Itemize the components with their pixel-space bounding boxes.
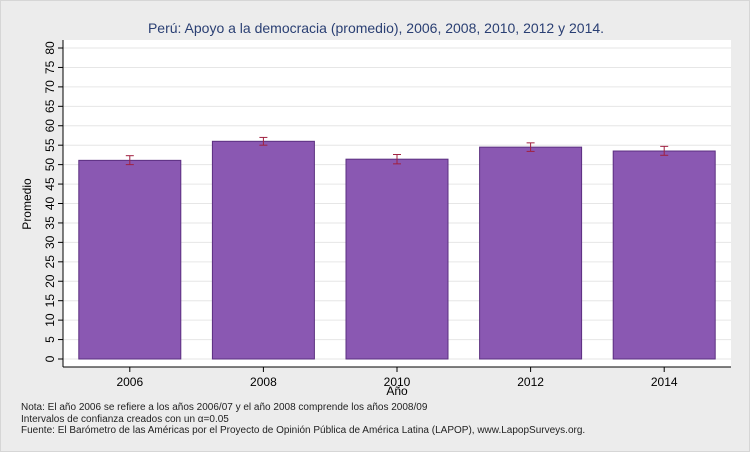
chart-notes: Nota: El año 2006 se refiere a los años … <box>21 402 585 437</box>
y-tick-label-35: 35 <box>43 216 57 230</box>
y-tick-label-80: 80 <box>43 41 57 55</box>
bar-2010 <box>345 158 449 360</box>
note-years: Nota: El año 2006 se refiere a los años … <box>21 402 428 413</box>
axes <box>58 40 731 372</box>
y-tick-label-40: 40 <box>43 197 57 211</box>
chart-title: Perú: Apoyo a la democracia (promedio), … <box>148 20 604 36</box>
y-tick-label-20: 20 <box>43 274 57 288</box>
bars <box>78 140 716 360</box>
error-bars <box>125 136 669 166</box>
note-confidence: Intervalos de confianza creados con un α… <box>21 413 229 425</box>
y-tick-label-10: 10 <box>43 313 57 327</box>
x-tick-label-2008: 2008 <box>250 375 277 389</box>
x-tick-label-2006: 2006 <box>116 375 143 389</box>
y-tick-labels: 0 5 10 15 20 25 30 35 40 45 50 55 60 65 70 75 80 <box>43 41 57 362</box>
x-tick-labels: 2006 2008 2010 2012 2014 <box>116 375 677 389</box>
y-tick-label-15: 15 <box>43 294 57 308</box>
note-source: Fuente: El Barómetro de las Américas por… <box>21 425 586 436</box>
y-tick-label-25: 25 <box>43 255 57 269</box>
bar-2014 <box>612 150 716 360</box>
y-axis-label: Promedio <box>20 178 34 230</box>
x-tick-label-2010: 2010 <box>384 375 411 389</box>
y-tick-label-70: 70 <box>43 80 57 94</box>
bar-2008 <box>211 140 315 360</box>
y-tick-label-0: 0 <box>43 355 57 362</box>
y-tick-label-45: 45 <box>43 177 57 191</box>
y-tick-label-60: 60 <box>43 119 57 133</box>
y-tick-label-30: 30 <box>43 235 57 249</box>
y-tick-label-50: 50 <box>43 158 57 172</box>
bar-2006 <box>78 159 182 360</box>
x-axis-label: Año <box>386 384 408 398</box>
bar-chart: Perú: Apoyo a la democracia (promedio), … <box>20 20 731 398</box>
y-tick-label-75: 75 <box>43 60 57 74</box>
y-tick-label-5: 5 <box>43 336 57 343</box>
y-tick-label-65: 65 <box>43 99 57 113</box>
bar-2012 <box>479 146 583 360</box>
x-tick-label-2012: 2012 <box>517 375 544 389</box>
x-tick-label-2014: 2014 <box>651 375 678 389</box>
y-tick-label-55: 55 <box>43 138 57 152</box>
